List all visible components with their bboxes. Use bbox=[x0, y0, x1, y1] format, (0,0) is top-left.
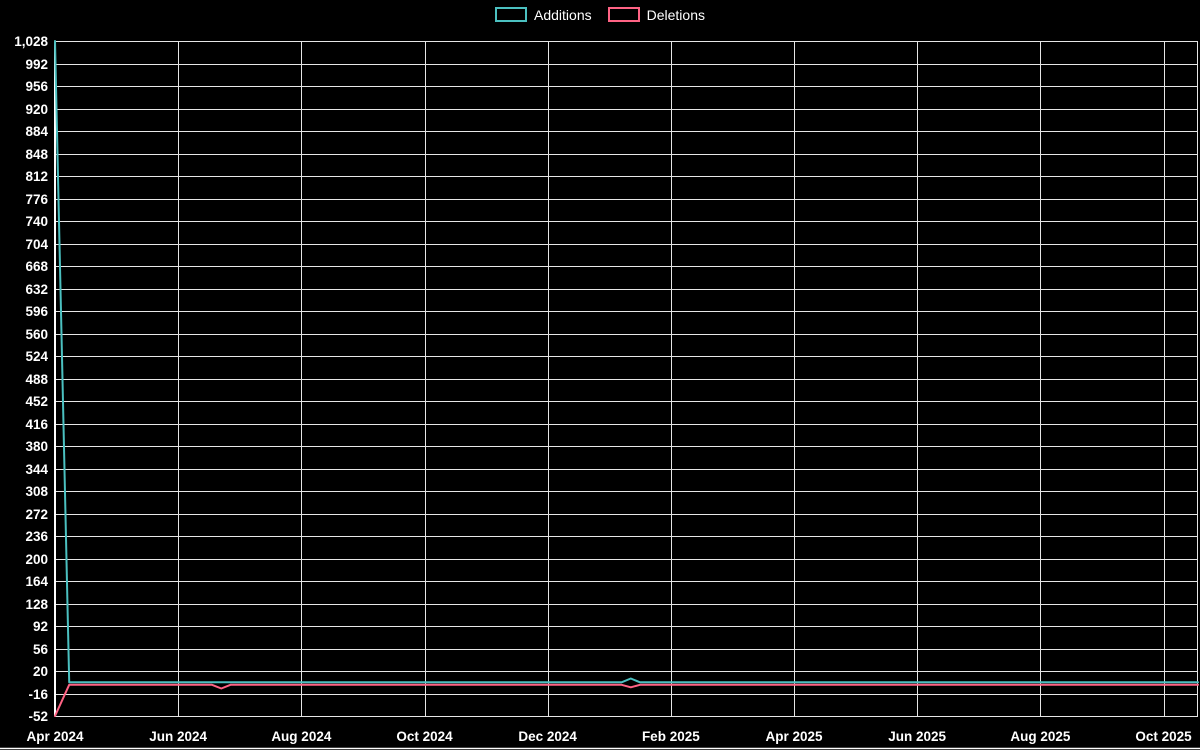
x-tick-label: Aug 2025 bbox=[1010, 729, 1071, 744]
x-tick-label: Apr 2025 bbox=[765, 729, 823, 744]
y-tick-label: 776 bbox=[25, 192, 48, 207]
y-tick-label: 344 bbox=[25, 462, 48, 477]
y-tick-label: 560 bbox=[25, 327, 48, 342]
y-tick-label: 704 bbox=[25, 237, 48, 252]
y-tick-label: 200 bbox=[25, 552, 48, 567]
y-tick-label: 416 bbox=[25, 417, 48, 432]
x-tick-label: Jun 2024 bbox=[149, 729, 207, 744]
y-tick-label: 128 bbox=[25, 597, 48, 612]
y-tick-label: 1,028 bbox=[14, 34, 48, 49]
y-tick-label: 164 bbox=[25, 574, 48, 589]
y-tick-label: 488 bbox=[25, 372, 48, 387]
y-tick-label: 992 bbox=[25, 57, 48, 72]
series-line-additions bbox=[54, 40, 1199, 684]
x-tick-label: Apr 2024 bbox=[26, 729, 84, 744]
additions-swatch-icon bbox=[495, 7, 528, 22]
y-tick-label: 668 bbox=[25, 259, 48, 274]
x-tick-label: Oct 2025 bbox=[1135, 729, 1192, 744]
y-tick-label: 524 bbox=[25, 349, 48, 364]
legend-item-additions[interactable]: Additions bbox=[495, 7, 592, 22]
y-tick-label: 272 bbox=[25, 507, 48, 522]
y-tick-label: 596 bbox=[25, 304, 48, 319]
y-tick-label: 956 bbox=[25, 79, 48, 94]
y-tick-label: 236 bbox=[25, 529, 48, 544]
y-tick-label: 848 bbox=[25, 147, 48, 162]
y-tick-label: -52 bbox=[28, 709, 48, 724]
x-tick-label: Oct 2024 bbox=[396, 729, 453, 744]
series-line-deletions bbox=[54, 683, 1199, 717]
legend-label-deletions: Deletions bbox=[646, 6, 705, 23]
legend-item-deletions[interactable]: Deletions bbox=[607, 6, 705, 23]
y-tick-label: 812 bbox=[25, 169, 48, 184]
x-tick-label: Aug 2024 bbox=[271, 729, 332, 744]
x-tick-label: Jun 2025 bbox=[888, 729, 946, 744]
y-tick-label: 920 bbox=[25, 102, 48, 117]
y-tick-label: 884 bbox=[25, 124, 48, 139]
y-tick-label: 452 bbox=[25, 394, 48, 409]
y-tick-label: -16 bbox=[28, 687, 48, 702]
y-tick-label: 632 bbox=[25, 282, 48, 297]
y-tick-label: 92 bbox=[33, 619, 48, 634]
y-tick-label: 740 bbox=[25, 214, 48, 229]
x-tick-label: Dec 2024 bbox=[518, 729, 577, 744]
y-tick-label: 20 bbox=[33, 664, 48, 679]
y-tick-label: 380 bbox=[25, 439, 48, 454]
y-tick-label: 308 bbox=[25, 484, 48, 499]
deletions-swatch-icon bbox=[607, 7, 640, 22]
legend-label-additions: Additions bbox=[534, 6, 592, 23]
x-tick-label: Feb 2025 bbox=[642, 729, 700, 744]
y-tick-label: 56 bbox=[33, 642, 49, 657]
chart-legend: Additions Deletions bbox=[0, 7, 1200, 22]
